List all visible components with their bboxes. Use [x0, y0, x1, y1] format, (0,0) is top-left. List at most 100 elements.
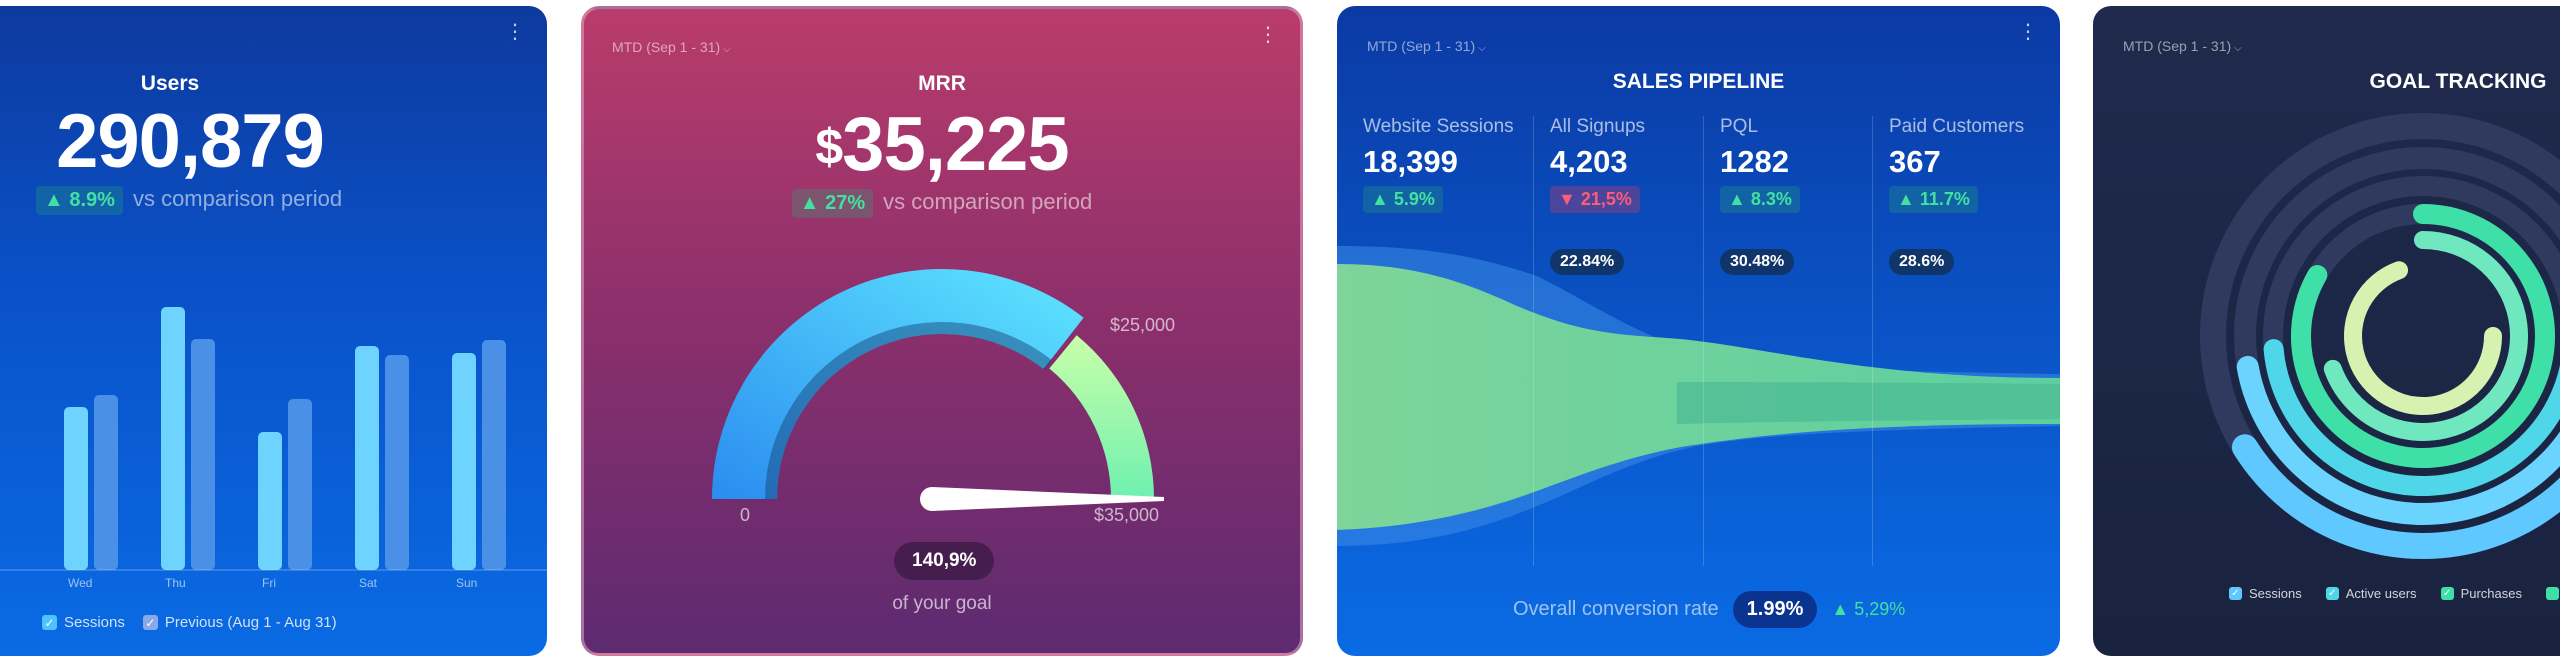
- goal-ring-progress: [2344, 261, 2502, 415]
- gauge-goal-label: $25,000: [1110, 315, 1176, 335]
- legend-previous[interactable]: ✓ Previous (Aug 1 - Aug 31): [142, 614, 337, 631]
- checkbox-checked-icon[interactable]: ✓: [142, 615, 158, 630]
- stage-delta-value: 5.9%: [1393, 189, 1435, 209]
- chevron-down-icon: ⌵: [2234, 43, 2242, 54]
- mrr-comparison-row: ▲ 27% vs comparison period: [584, 189, 1300, 218]
- conversion-rate-pill: 28.6%: [1889, 249, 1955, 275]
- legend-label: Purchases: [2460, 586, 2522, 601]
- legend-label: Active users: [2345, 586, 2417, 601]
- stage-delta-badge: ▲ 5.9%: [1363, 186, 1443, 213]
- checkbox-checked-icon[interactable]: ✓: [42, 615, 57, 630]
- conversion-rate-pill: 30.48%: [1720, 249, 1795, 275]
- day-tick-label: Sat: [359, 576, 378, 590]
- gauge-min-label: 0: [740, 505, 751, 525]
- stage-all-signups[interactable]: All Signups 4,203 ▼ 21,5%: [1550, 116, 1645, 213]
- mrr-currency: $: [815, 119, 843, 175]
- goal-ring-progress: [2236, 355, 2560, 525]
- overall-conversion-label: Overall conversion rate: [1513, 598, 1719, 620]
- users-legend: ✓ Sessions ✓ Previous (Aug 1 - Aug 31): [42, 614, 337, 631]
- goal-ring-progress: [2291, 204, 2555, 468]
- funnel-core-band: [1677, 382, 2060, 424]
- up-arrow-icon: ▲: [44, 189, 70, 211]
- legend-active-users[interactable]: ✓ Active users: [2325, 586, 2417, 601]
- users-bar-chart: [0, 307, 547, 571]
- previous-bar[interactable]: [288, 399, 312, 570]
- up-arrow-icon: ▲: [1728, 189, 1751, 209]
- stage-divider: [1703, 116, 1704, 566]
- stage-label: PQL: [1720, 116, 1759, 137]
- gauge-excess-arc: [1049, 335, 1154, 499]
- day-tick-label: Thu: [165, 576, 186, 590]
- overall-conversion-row: Overall conversion rate 1.99% ▲ 5,29%: [1513, 591, 1905, 628]
- users-delta-value: 8.9%: [69, 189, 115, 211]
- pipeline-funnel: [1337, 246, 2060, 546]
- mrr-comparison-text: vs comparison period: [883, 189, 1093, 214]
- users-title: Users: [140, 72, 200, 95]
- previous-bar[interactable]: [94, 395, 118, 570]
- stage-paid-customers[interactable]: Paid Customers 367 ▲ 11.7%: [1889, 116, 2024, 213]
- up-arrow-icon: ▲: [799, 192, 826, 214]
- gauge-inner-shade: [765, 322, 1053, 499]
- sessions-bar[interactable]: [64, 407, 88, 570]
- users-comparison-text: vs comparison period: [132, 186, 343, 211]
- goals-period-label: MTD (Sep 1 - 31): [2123, 38, 2232, 54]
- overall-conversion-delta: ▲ 5,29%: [1831, 599, 1905, 620]
- legend-sessions[interactable]: ✓ Sessions: [42, 614, 125, 631]
- stage-delta-badge: ▼ 21,5%: [1550, 186, 1640, 213]
- stage-label: Website Sessions: [1363, 116, 1514, 137]
- sessions-bar[interactable]: [161, 307, 185, 570]
- goals-legend: ✓ Sessions ✓ Active users ✓ Purchases: [2229, 586, 2559, 601]
- mrr-delta-badge: ▲ 27%: [791, 189, 874, 218]
- stage-value: 18,399: [1363, 144, 1458, 179]
- mrr-value-row: $35,225: [584, 101, 1300, 188]
- stage-delta-value: 21,5%: [1580, 189, 1632, 209]
- stage-delta-value: 8.3%: [1750, 189, 1792, 209]
- stage-label: All Signups: [1550, 116, 1646, 137]
- up-arrow-icon: ▲: [1831, 599, 1855, 619]
- down-arrow-icon: ▼: [1558, 189, 1581, 209]
- stage-delta-badge: ▲ 8.3%: [1720, 186, 1800, 213]
- checkbox-checked-icon[interactable]: ✓: [2229, 587, 2242, 600]
- stage-website-sessions[interactable]: Website Sessions 18,399 ▲ 5.9%: [1363, 116, 1514, 213]
- legend-purchases[interactable]: ✓ Purchases: [2440, 586, 2522, 601]
- users-menu-icon[interactable]: ⋮: [505, 21, 525, 43]
- chevron-down-icon: ⌵: [1478, 43, 1486, 54]
- chevron-down-icon: ⌵: [723, 44, 731, 55]
- sessions-bar[interactable]: [355, 346, 379, 570]
- previous-bar[interactable]: [482, 340, 506, 570]
- legend-label: Sessions: [2249, 586, 2302, 601]
- legend-extra[interactable]: [2545, 587, 2559, 600]
- previous-bar[interactable]: [191, 339, 215, 570]
- sessions-bar[interactable]: [258, 432, 282, 570]
- users-comparison-row: ▲ 8.9% vs comparison period: [36, 186, 342, 215]
- mrr-title: MRR: [918, 72, 966, 95]
- goals-period-selector[interactable]: MTD (Sep 1 - 31) ⌵: [2123, 38, 2242, 54]
- pipeline-title: SALES PIPELINE: [1612, 70, 1785, 93]
- up-arrow-icon: ▲: [1897, 189, 1920, 209]
- gauge-percent-pill: 140,9%: [894, 542, 995, 580]
- users-value: 290,879: [56, 99, 325, 184]
- stage-value: 4,203: [1550, 144, 1628, 179]
- mrr-period-selector[interactable]: MTD (Sep 1 - 31) ⌵: [612, 39, 731, 55]
- checkbox-checked-icon[interactable]: ✓: [2325, 587, 2339, 600]
- day-tick-label: Wed: [68, 576, 93, 590]
- legend-sessions[interactable]: ✓ Sessions: [2229, 586, 2302, 601]
- pipeline-period-label: MTD (Sep 1 - 31): [1367, 38, 1476, 54]
- goals-card: MTD (Sep 1 - 31) ⌵ GOAL TRACKING ✓ Sessio…: [2093, 6, 2560, 656]
- overall-conversion-value: 1.99%: [1732, 591, 1818, 628]
- mrr-card: MTD (Sep 1 - 31) ⌵ ⋮ MRR $35,225 ▲ 27% vs …: [581, 6, 1303, 656]
- stage-pql[interactable]: PQL 1282 ▲ 8.3%: [1720, 116, 1800, 213]
- goal-ring-progress: [2323, 231, 2528, 441]
- stage-divider: [1872, 116, 1873, 566]
- checkbox-checked-icon[interactable]: ✓: [2440, 587, 2454, 600]
- stage-delta-badge: ▲ 11.7%: [1889, 186, 1978, 213]
- day-tick-label: Fri: [262, 576, 276, 590]
- pipeline-period-selector[interactable]: MTD (Sep 1 - 31) ⌵: [1367, 38, 1486, 54]
- sessions-bar[interactable]: [452, 353, 476, 570]
- checkbox-checked-icon[interactable]: [2545, 587, 2559, 600]
- users-delta-badge: ▲ 8.9%: [36, 186, 123, 215]
- gauge-caption: of your goal: [892, 593, 992, 614]
- previous-bar[interactable]: [385, 355, 409, 570]
- legend-sessions-label: Sessions: [64, 614, 125, 631]
- up-arrow-icon: ▲: [1371, 189, 1394, 209]
